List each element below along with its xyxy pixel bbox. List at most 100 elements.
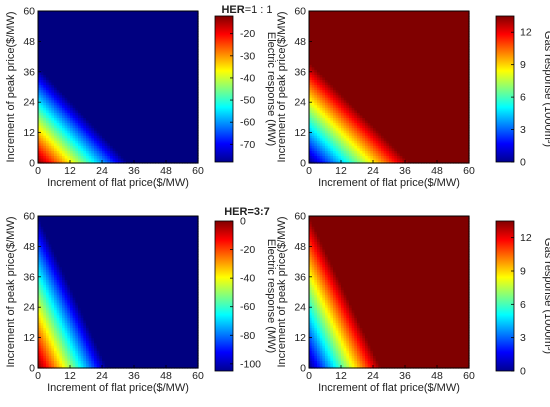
heatmap-cell bbox=[107, 132, 111, 136]
heatmap-cell bbox=[160, 41, 164, 45]
heatmap-cell bbox=[150, 109, 154, 113]
heatmap-cell bbox=[120, 137, 124, 141]
heatmap-cell bbox=[134, 130, 138, 134]
heatmap-cell bbox=[46, 130, 50, 134]
heatmap-cell bbox=[120, 150, 124, 154]
x-tick-label: 12 bbox=[64, 165, 76, 177]
heatmap-cell bbox=[91, 51, 95, 55]
heatmap-cell bbox=[166, 99, 170, 103]
heatmap-cell bbox=[160, 150, 164, 154]
heatmap-cell bbox=[80, 23, 84, 27]
heatmap-cell bbox=[59, 130, 63, 134]
heatmap-cell bbox=[72, 155, 76, 159]
heatmap-cell bbox=[155, 18, 159, 22]
heatmap-cell bbox=[163, 56, 167, 60]
heatmap-cell bbox=[64, 89, 68, 93]
heatmap-cell bbox=[136, 21, 140, 25]
heatmap-cell bbox=[75, 43, 79, 48]
heatmap-cell bbox=[67, 21, 71, 25]
heatmap-cell bbox=[51, 137, 55, 141]
heatmap-cell bbox=[147, 66, 151, 70]
heatmap-cell bbox=[40, 89, 44, 93]
heatmap-cell bbox=[128, 56, 132, 60]
heatmap-cell bbox=[43, 43, 47, 48]
heatmap-cell bbox=[166, 92, 170, 96]
heatmap-cell bbox=[80, 69, 84, 73]
heatmap-cell bbox=[158, 13, 162, 17]
heatmap-cell bbox=[64, 137, 68, 141]
heatmap-cell bbox=[48, 21, 52, 25]
heatmap-cell bbox=[54, 46, 58, 50]
heatmap-cell bbox=[128, 104, 132, 108]
heatmap-cell bbox=[142, 102, 146, 106]
heatmap-cell bbox=[163, 61, 167, 65]
heatmap-cell bbox=[163, 122, 167, 126]
heatmap-cell bbox=[62, 160, 66, 164]
heatmap-cell bbox=[139, 152, 143, 156]
heatmap-cell bbox=[144, 132, 148, 136]
heatmap-cell bbox=[150, 64, 154, 68]
heatmap-cell bbox=[48, 46, 52, 50]
heatmap-cell bbox=[75, 132, 79, 136]
heatmap-cell bbox=[158, 54, 162, 58]
heatmap-cell bbox=[126, 26, 130, 30]
heatmap-cell bbox=[160, 135, 164, 139]
heatmap-cell bbox=[118, 89, 122, 93]
heatmap-cell bbox=[171, 13, 175, 17]
heatmap-cell bbox=[120, 92, 124, 96]
heatmap-cell bbox=[107, 81, 111, 86]
heatmap-cell bbox=[118, 137, 122, 141]
heatmap-cell bbox=[123, 140, 127, 144]
heatmap-cell bbox=[67, 132, 71, 136]
heatmap-cell bbox=[131, 26, 135, 30]
heatmap-cell bbox=[83, 46, 87, 50]
heatmap-cell bbox=[107, 142, 111, 146]
heatmap-cell bbox=[155, 114, 159, 118]
heatmap-cell bbox=[96, 61, 100, 65]
heatmap-cell bbox=[131, 109, 135, 113]
heatmap-cell bbox=[166, 69, 170, 73]
heatmap-cell bbox=[70, 79, 74, 83]
heatmap-cell bbox=[62, 56, 66, 60]
heatmap-cell bbox=[150, 152, 154, 156]
heatmap-cell bbox=[115, 125, 119, 129]
heatmap-cell bbox=[54, 13, 58, 17]
heatmap-cell bbox=[80, 71, 84, 75]
heatmap-cell bbox=[102, 107, 106, 111]
heatmap-cell bbox=[115, 64, 119, 68]
heatmap-cell bbox=[59, 43, 63, 48]
heatmap-cell bbox=[144, 54, 148, 58]
heatmap-cell bbox=[107, 66, 111, 70]
heatmap-cell bbox=[171, 38, 175, 42]
heatmap-cell bbox=[155, 132, 159, 136]
heatmap-cell bbox=[70, 41, 74, 45]
heatmap-cell bbox=[94, 21, 98, 25]
heatmap-cell bbox=[67, 46, 71, 50]
heatmap-cell bbox=[104, 140, 108, 144]
heatmap-cell bbox=[99, 140, 103, 144]
heatmap-cell bbox=[155, 94, 159, 98]
heatmap-cell bbox=[99, 122, 103, 126]
heatmap-cell bbox=[110, 117, 114, 121]
heatmap-cell bbox=[118, 152, 122, 156]
heatmap-cell bbox=[136, 119, 140, 124]
heatmap-cell bbox=[43, 21, 47, 25]
heatmap-cell bbox=[102, 160, 106, 164]
heatmap-cell bbox=[48, 97, 52, 101]
heatmap-cell bbox=[166, 49, 170, 53]
heatmap-cell bbox=[96, 66, 100, 70]
heatmap-cell bbox=[115, 31, 119, 35]
heatmap-cell bbox=[150, 49, 154, 53]
heatmap-cell bbox=[38, 137, 42, 141]
heatmap-cell bbox=[38, 69, 42, 73]
heatmap-cell bbox=[147, 16, 151, 20]
heatmap-cell bbox=[160, 137, 164, 141]
heatmap-cell bbox=[67, 122, 71, 126]
heatmap-cell bbox=[40, 71, 44, 75]
heatmap-cell bbox=[158, 94, 162, 98]
heatmap-cell bbox=[54, 92, 58, 96]
heatmap-cell bbox=[48, 59, 52, 63]
heatmap-cell bbox=[64, 109, 68, 113]
heatmap-cell bbox=[88, 94, 92, 98]
heatmap-cell bbox=[171, 74, 175, 78]
